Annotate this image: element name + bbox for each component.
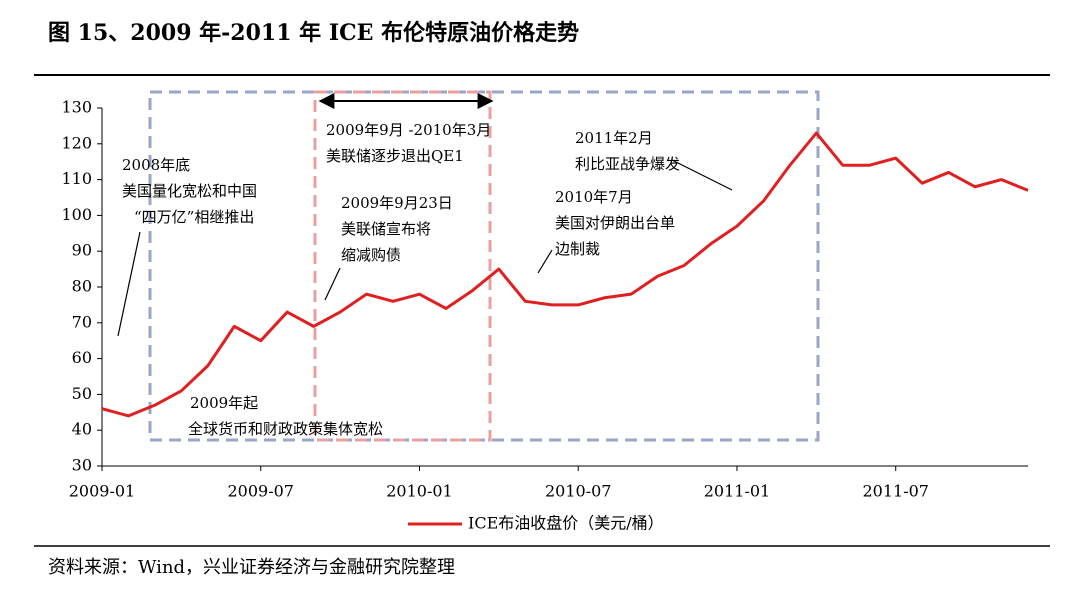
annotation: 美国量化宽松和中国 — [122, 182, 257, 200]
y-tick-label: 130 — [61, 98, 92, 117]
y-tick-label: 110 — [61, 169, 92, 188]
annotation: 边制裁 — [555, 240, 600, 258]
x-tick-label: 2009-07 — [228, 482, 294, 501]
x-tick-label: 2011-01 — [704, 482, 770, 501]
period-box — [148, 90, 820, 442]
annotation: 缩减购债 — [341, 246, 401, 264]
y-tick-label: 80 — [72, 277, 92, 296]
annotation: “四万亿”相继推出 — [134, 208, 254, 226]
annotation: 全球货币和财政政策集体宽松 — [188, 420, 383, 438]
annotation: 美国对伊朗出台单 — [555, 214, 675, 232]
y-tick-label: 60 — [72, 348, 92, 367]
y-tick-label: 30 — [72, 456, 92, 475]
annotation: 利比亚战争爆发 — [575, 155, 680, 173]
y-tick-label: 40 — [72, 420, 92, 439]
period-box — [313, 90, 492, 442]
chart-title: 图 15、2009 年-2011 年 ICE 布伦特原油价格走势 — [48, 20, 579, 46]
annotation: 2008年底 — [122, 156, 190, 174]
annotation: 美联储宣布将 — [341, 220, 431, 238]
x-tick-label: 2009-01 — [69, 482, 135, 501]
y-tick-label: 100 — [61, 205, 92, 224]
x-tick-label: 2010-01 — [386, 482, 452, 501]
x-tick-label: 2010-07 — [545, 482, 611, 501]
price-line — [101, 131, 1029, 418]
annotation: 2009年起 — [190, 394, 258, 412]
legend-label: ICE布油收盘价（美元/桶） — [468, 514, 664, 533]
annotation: 2010年7月 — [555, 188, 633, 206]
annotation: 2009年9月23日 — [341, 194, 453, 212]
y-tick-label: 50 — [72, 384, 92, 403]
source: 资料来源：Wind，兴业证券经济与金融研究院整理 — [48, 557, 455, 578]
x-tick-label: 2011-07 — [862, 482, 928, 501]
y-tick-label: 70 — [72, 312, 92, 331]
leaders — [117, 159, 733, 337]
y-tick-label: 120 — [61, 133, 92, 152]
y-tick-label: 90 — [72, 241, 92, 260]
annotation: 2011年2月 — [575, 129, 653, 147]
annotation: 2009年9月 -2010年3月 — [326, 121, 491, 139]
annotation: 美联储逐步退出QE1 — [326, 147, 464, 165]
